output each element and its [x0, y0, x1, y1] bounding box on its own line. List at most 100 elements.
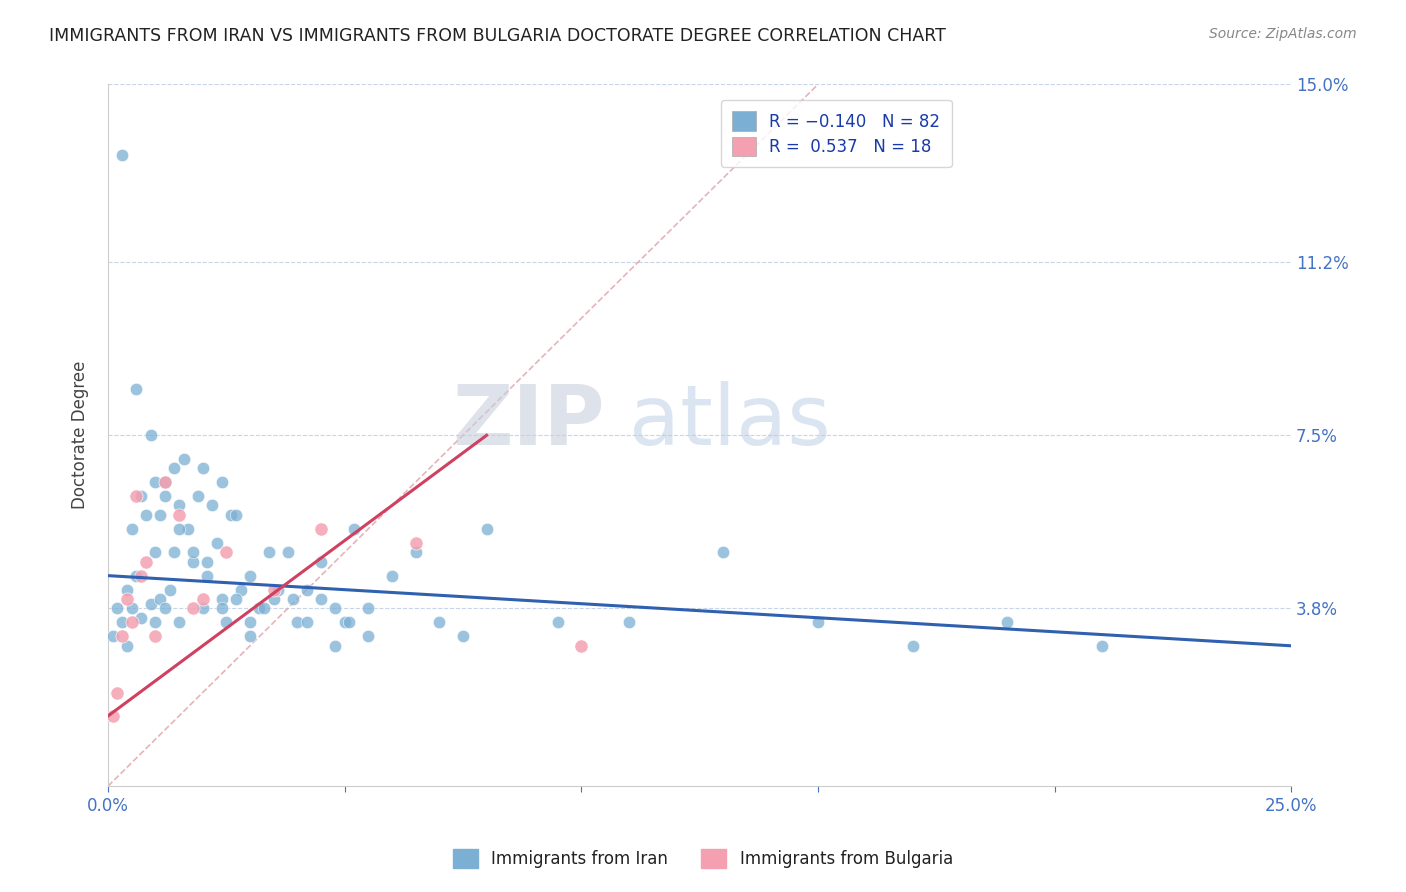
Point — [239, 615, 262, 630]
Point — [295, 615, 318, 630]
Point — [547, 615, 569, 630]
Point — [333, 615, 356, 630]
Point — [135, 508, 157, 522]
Point — [143, 545, 166, 559]
Point — [1091, 639, 1114, 653]
Point — [191, 601, 214, 615]
Point — [111, 630, 134, 644]
Point — [191, 461, 214, 475]
Point — [285, 615, 308, 630]
Point — [167, 508, 190, 522]
Point — [475, 522, 498, 536]
Point — [215, 615, 238, 630]
Point — [143, 475, 166, 489]
Point — [173, 451, 195, 466]
Legend: R = −0.140   N = 82, R =  0.537   N = 18: R = −0.140 N = 82, R = 0.537 N = 18 — [720, 100, 952, 168]
Point — [163, 545, 186, 559]
Point — [167, 615, 190, 630]
Point — [215, 545, 238, 559]
Point — [135, 555, 157, 569]
Point — [191, 592, 214, 607]
Point — [111, 615, 134, 630]
Legend: Immigrants from Iran, Immigrants from Bulgaria: Immigrants from Iran, Immigrants from Bu… — [446, 842, 960, 875]
Point — [121, 601, 143, 615]
Point — [219, 508, 242, 522]
Point — [711, 545, 734, 559]
Point — [195, 568, 218, 582]
Point — [153, 475, 176, 489]
Text: IMMIGRANTS FROM IRAN VS IMMIGRANTS FROM BULGARIA DOCTORATE DEGREE CORRELATION CH: IMMIGRANTS FROM IRAN VS IMMIGRANTS FROM … — [49, 27, 946, 45]
Point — [309, 522, 332, 536]
Text: ZIP: ZIP — [453, 381, 605, 462]
Y-axis label: Doctorate Degree: Doctorate Degree — [72, 361, 89, 509]
Point — [381, 568, 404, 582]
Point — [167, 522, 190, 536]
Point — [139, 428, 162, 442]
Point — [121, 615, 143, 630]
Point — [253, 601, 276, 615]
Point — [239, 568, 262, 582]
Point — [115, 592, 138, 607]
Point — [901, 639, 924, 653]
Point — [257, 545, 280, 559]
Point — [337, 615, 360, 630]
Point — [181, 555, 204, 569]
Point — [211, 475, 233, 489]
Point — [121, 522, 143, 536]
Point — [323, 601, 346, 615]
Point — [153, 601, 176, 615]
Point — [211, 601, 233, 615]
Point — [295, 582, 318, 597]
Point — [195, 555, 218, 569]
Text: atlas: atlas — [628, 381, 831, 462]
Point — [129, 568, 152, 582]
Point — [211, 592, 233, 607]
Point — [249, 601, 271, 615]
Point — [187, 489, 209, 503]
Point — [569, 639, 592, 653]
Point — [115, 639, 138, 653]
Point — [357, 630, 380, 644]
Point — [267, 582, 290, 597]
Point — [149, 592, 172, 607]
Point — [159, 582, 181, 597]
Point — [263, 582, 285, 597]
Point — [309, 555, 332, 569]
Point — [309, 592, 332, 607]
Point — [143, 615, 166, 630]
Point — [125, 568, 148, 582]
Point — [181, 601, 204, 615]
Point — [125, 489, 148, 503]
Point — [323, 639, 346, 653]
Point — [153, 489, 176, 503]
Point — [153, 475, 176, 489]
Point — [125, 382, 148, 396]
Point — [225, 508, 247, 522]
Point — [101, 709, 124, 723]
Point — [229, 582, 252, 597]
Point — [343, 522, 366, 536]
Point — [357, 601, 380, 615]
Point — [281, 592, 304, 607]
Point — [277, 545, 299, 559]
Point — [225, 592, 247, 607]
Point — [107, 601, 129, 615]
Point — [807, 615, 830, 630]
Point — [617, 615, 640, 630]
Point — [201, 499, 224, 513]
Point — [107, 685, 129, 699]
Point — [427, 615, 450, 630]
Point — [101, 630, 124, 644]
Point — [995, 615, 1018, 630]
Point — [239, 630, 262, 644]
Point — [149, 508, 172, 522]
Point — [129, 611, 152, 625]
Text: Source: ZipAtlas.com: Source: ZipAtlas.com — [1209, 27, 1357, 41]
Point — [115, 582, 138, 597]
Point — [205, 536, 228, 550]
Point — [139, 597, 162, 611]
Point — [405, 536, 427, 550]
Point — [451, 630, 474, 644]
Point — [177, 522, 200, 536]
Point — [129, 489, 152, 503]
